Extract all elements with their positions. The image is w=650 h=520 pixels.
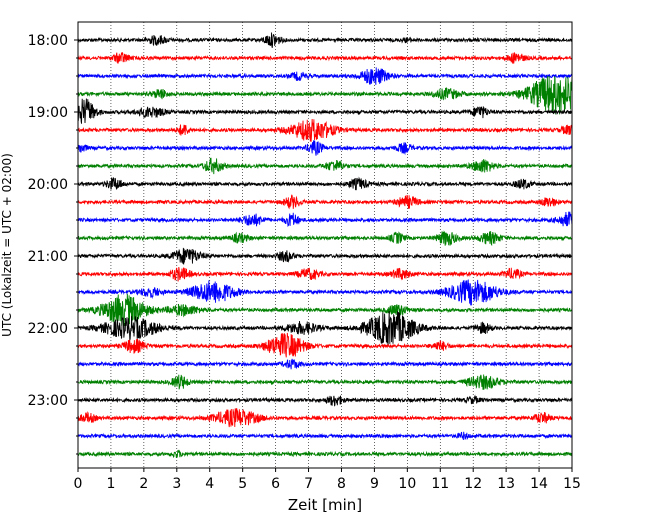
seismic-trace-2300 [77, 394, 573, 407]
x-tick-label-2: 2 [139, 476, 148, 492]
y-tick-label-2300: 23:00 [28, 393, 68, 409]
seismic-trace-2245 [77, 374, 573, 390]
seismic-trace-1945 [77, 157, 573, 175]
x-tick-label-8: 8 [337, 476, 346, 492]
seismic-trace-2230 [77, 358, 573, 370]
seismic-trace-2215 [77, 332, 573, 358]
x-tick-label-7: 7 [304, 476, 313, 492]
x-tick-label-10: 10 [398, 476, 416, 492]
seismic-trace-2345 [77, 449, 573, 458]
x-tick-label-6: 6 [271, 476, 280, 492]
seismic-trace-1830 [77, 67, 573, 85]
seismic-trace-2200 [77, 310, 573, 346]
y-tick-label-1900: 19:00 [28, 105, 68, 121]
x-tick-label-4: 4 [205, 476, 214, 492]
x-tick-label-1: 1 [106, 476, 115, 492]
seismic-trace-1915 [77, 118, 573, 142]
seismic-trace-1845 [77, 76, 573, 115]
seismic-trace-2045 [77, 230, 573, 247]
seismic-trace-2015 [77, 194, 573, 210]
grid-lines [110, 22, 540, 468]
seismic-trace-1900 [77, 98, 573, 124]
seismic-trace-1815 [77, 51, 573, 64]
seismic-trace-2030 [77, 211, 573, 228]
x-tick-label-0: 0 [74, 476, 83, 492]
plot-frame [77, 21, 573, 469]
x-tick-label-14: 14 [530, 476, 548, 492]
seismic-trace-2000 [77, 176, 573, 191]
y-axis-label: UTC (Lokalzeit = UTC + 02:00) [0, 153, 14, 337]
x-tick-label-13: 13 [497, 476, 515, 492]
x-tick-label-3: 3 [172, 476, 181, 492]
seismic-trace-2100 [77, 247, 573, 265]
seismic-trace-2145 [77, 293, 573, 327]
y-tick-label-2000: 20:00 [28, 177, 68, 193]
x-tick-label-12: 12 [464, 476, 482, 492]
x-tick-label-11: 11 [431, 476, 449, 492]
x-axis-ticks: 0 1 2 3 4 5 6 7 8 9 10 11 12 13 14 15 [74, 468, 581, 492]
y-tick-label-1800: 18:00 [28, 33, 68, 49]
seismic-trace-1930 [77, 140, 573, 156]
x-tick-label-9: 9 [370, 476, 379, 492]
y-tick-label-2100: 21:00 [28, 249, 68, 265]
x-axis-label: Zeit [min] [288, 496, 362, 514]
seismic-trace-2315 [77, 408, 573, 428]
seismic-trace-2115 [77, 266, 573, 282]
traces [77, 32, 573, 458]
x-tick-label-5: 5 [238, 476, 247, 492]
seismic-trace-2130 [77, 279, 572, 306]
seismic-trace-1800 [77, 32, 573, 48]
x-tick-label-15: 15 [563, 476, 581, 492]
y-axis-ticks: 18:00 19:00 20:00 21:00 22:00 23:00 [28, 33, 78, 455]
y-tick-label-2200: 22:00 [28, 321, 68, 337]
seismic-trace-2330 [77, 431, 573, 441]
